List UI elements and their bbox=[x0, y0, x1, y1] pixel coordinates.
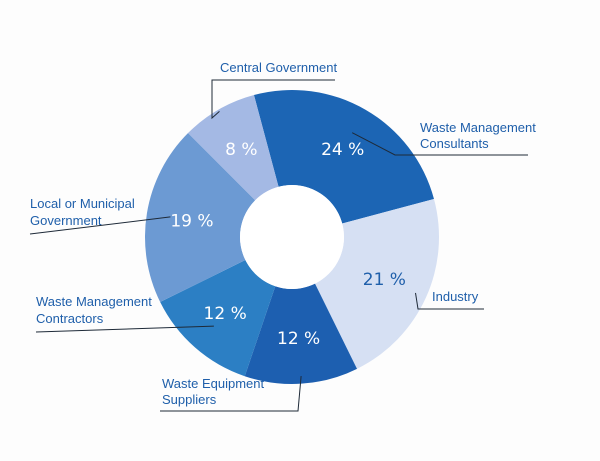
category-label-waste-management-consultants: Consultants bbox=[420, 136, 489, 151]
leader-line-waste-management-consultants bbox=[351, 132, 528, 156]
value-label-industry: 21 % bbox=[363, 270, 406, 290]
category-label-central-government: Central Government bbox=[220, 60, 337, 75]
leader-line-waste-equipment-suppliers bbox=[160, 376, 302, 412]
category-label-waste-management-contractors: Waste Management bbox=[36, 294, 152, 309]
category-label-industry: Industry bbox=[432, 289, 479, 304]
category-label-waste-equipment-suppliers: Waste Equipment bbox=[162, 376, 265, 391]
leader-line-local-or-municipal-government bbox=[29, 216, 171, 235]
leader-line-central-government bbox=[211, 79, 335, 120]
category-label-waste-management-consultants: Waste Management bbox=[420, 120, 536, 135]
category-label-waste-equipment-suppliers: Suppliers bbox=[162, 392, 217, 407]
slice-industry bbox=[314, 198, 439, 369]
value-label-local-or-municipal-government: 19 % bbox=[170, 211, 213, 231]
slice-waste-equipment-suppliers bbox=[244, 283, 358, 384]
category-label-local-or-municipal-government: Local or Municipal bbox=[30, 196, 135, 211]
slice-waste-management-contractors bbox=[160, 259, 276, 377]
value-label-waste-management-consultants: 24 % bbox=[321, 140, 364, 160]
leader-line-waste-management-contractors bbox=[35, 325, 214, 333]
category-label-waste-management-contractors: Contractors bbox=[36, 311, 104, 326]
value-label-central-government: 8 % bbox=[225, 140, 257, 160]
slice-local-or-municipal-government bbox=[145, 133, 256, 303]
slice-waste-management-consultants bbox=[253, 90, 434, 224]
donut-hole bbox=[240, 185, 344, 289]
category-label-local-or-municipal-government: Government bbox=[30, 213, 102, 228]
slice-central-government bbox=[188, 95, 279, 201]
leader-line-industry bbox=[415, 292, 484, 310]
value-label-waste-management-contractors: 12 % bbox=[204, 304, 247, 324]
value-label-waste-equipment-suppliers: 12 % bbox=[277, 329, 320, 349]
